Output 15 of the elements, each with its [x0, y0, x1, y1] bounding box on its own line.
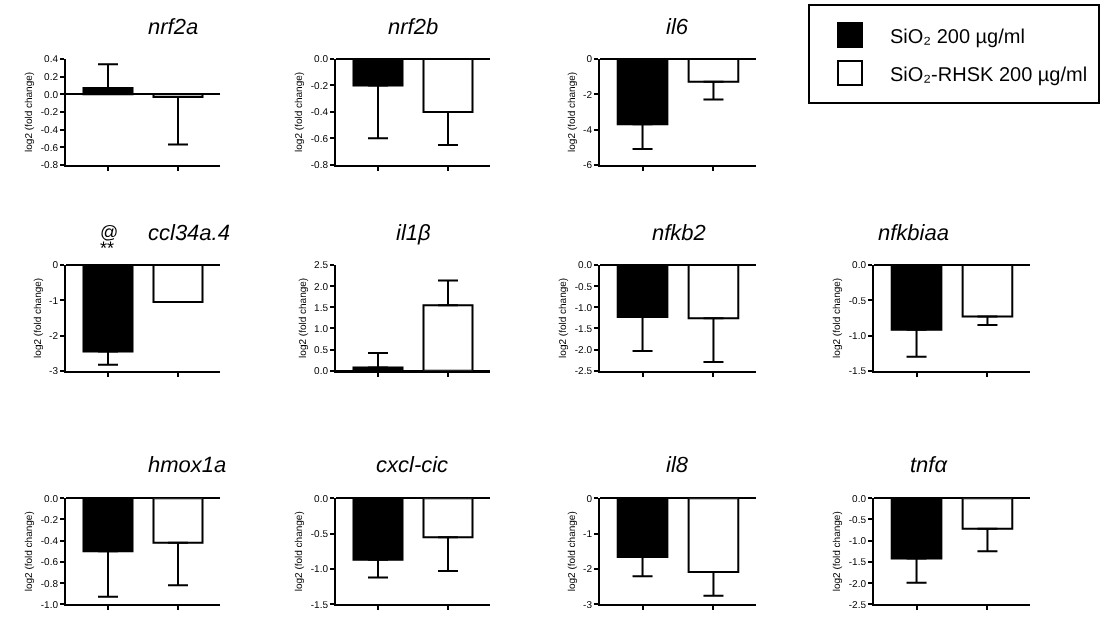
- chart-title: nrf2b: [388, 16, 439, 40]
- legend-label: SiO₂ 200 µg/ml: [890, 26, 1025, 49]
- chart-title: il1β: [396, 222, 433, 246]
- chart-title: nfkb2: [652, 222, 706, 246]
- chart-title: il6: [666, 16, 690, 40]
- chart-title: hmox1a: [148, 454, 227, 478]
- chart-title: il8: [666, 454, 690, 478]
- chart-title: cxcl-cic: [376, 454, 450, 478]
- text: **: [100, 238, 115, 258]
- text: @: [100, 222, 119, 242]
- chart-title: nrf2a: [148, 16, 199, 40]
- legend-label: SiO₂-RHSK 200 µg/ml: [890, 64, 1088, 87]
- chart-title: nfkbiaa: [878, 222, 949, 246]
- chart-title: ccl34a.4: [148, 222, 230, 246]
- chart-title: tnfα: [910, 454, 949, 478]
